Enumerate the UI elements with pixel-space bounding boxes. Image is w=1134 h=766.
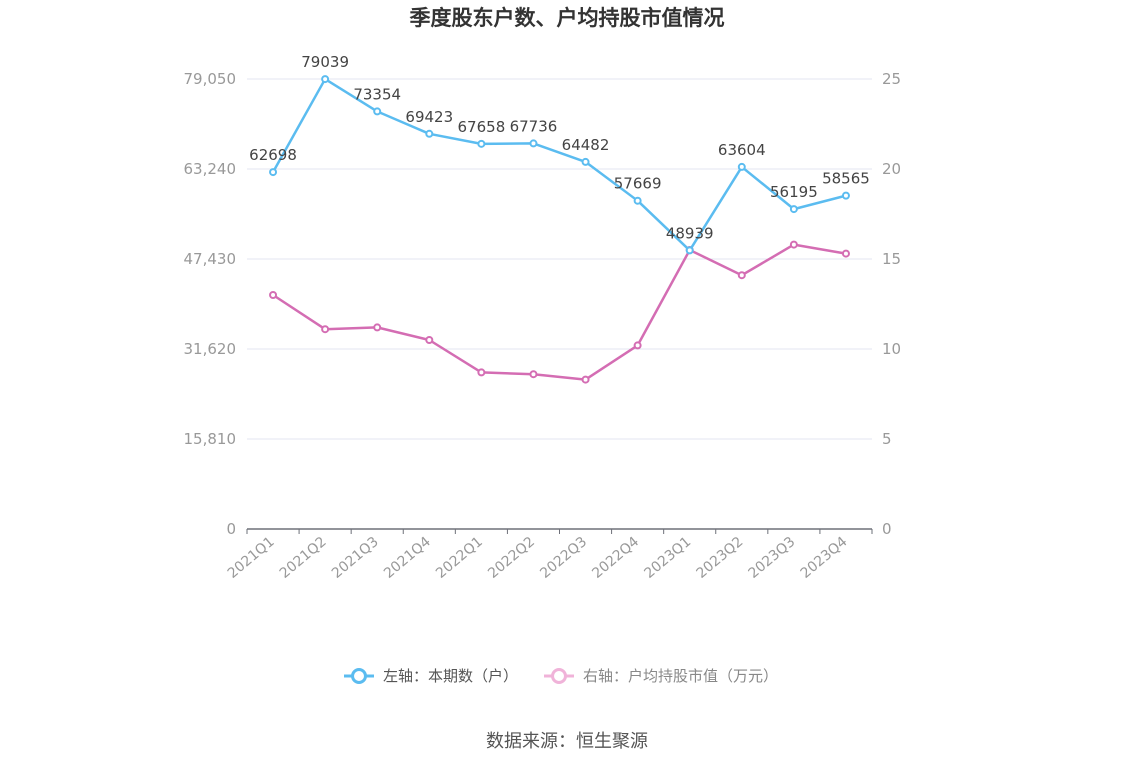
data-label: 56195 xyxy=(770,183,818,201)
left-axis: 0 15,810 31,620 47,430 63,240 79,050 xyxy=(184,70,237,538)
left-tick-label: 31,620 xyxy=(184,340,237,358)
right-tick-label: 10 xyxy=(882,340,901,358)
x-tick-label: 2023Q4 xyxy=(798,534,851,582)
data-point-left[interactable] xyxy=(425,129,434,138)
data-point-right[interactable] xyxy=(477,368,486,377)
x-tick-label: 2021Q3 xyxy=(329,534,382,582)
data-point-left[interactable] xyxy=(737,162,746,171)
data-label: 79039 xyxy=(301,53,349,71)
legend-item-left[interactable]: 左轴：本期数（户） xyxy=(344,667,518,685)
legend-item-right[interactable]: 右轴：户均持股市值（万元） xyxy=(544,667,778,685)
series-line-left xyxy=(271,77,847,252)
left-tick-label: 79,050 xyxy=(184,70,237,88)
data-point-left[interactable] xyxy=(633,196,642,205)
data-point-right[interactable] xyxy=(269,291,278,299)
series-line-right xyxy=(272,243,847,381)
x-tick-label: 2022Q3 xyxy=(537,534,590,582)
x-tick-label: 2023Q2 xyxy=(694,534,747,582)
data-point-right[interactable] xyxy=(373,323,382,332)
x-tick-label: 2021Q1 xyxy=(225,534,278,582)
data-point-right[interactable] xyxy=(425,336,434,344)
data-point-left[interactable] xyxy=(373,107,382,116)
data-point-right[interactable] xyxy=(789,240,798,249)
left-tick-label: 15,810 xyxy=(184,430,237,448)
x-tick-label: 2021Q2 xyxy=(277,534,330,582)
grid xyxy=(247,78,872,440)
data-point-right[interactable] xyxy=(581,375,590,384)
data-label: 67658 xyxy=(458,118,506,136)
x-tick-label: 2022Q4 xyxy=(589,534,642,582)
left-tick-label: 47,430 xyxy=(184,250,237,268)
data-point-right[interactable] xyxy=(321,325,330,334)
x-tick-label: 2022Q2 xyxy=(485,534,538,582)
data-point-left[interactable] xyxy=(321,75,330,84)
right-tick-label: 15 xyxy=(882,250,901,268)
left-tick-label: 0 xyxy=(226,520,236,538)
data-label: 63604 xyxy=(718,141,766,159)
data-point-left[interactable] xyxy=(477,139,486,148)
right-tick-label: 5 xyxy=(882,430,892,448)
data-label: 73354 xyxy=(353,85,401,103)
data-point-right[interactable] xyxy=(841,249,850,258)
x-tick-label: 2021Q4 xyxy=(381,534,434,582)
data-label: 69423 xyxy=(405,108,453,126)
data-label: 62698 xyxy=(249,146,297,164)
x-tick-label: 2022Q1 xyxy=(433,534,486,582)
chart-title: 季度股东户数、户均持股市值情况 xyxy=(410,6,725,30)
data-point-right[interactable] xyxy=(633,341,642,350)
legend-label-left: 左轴：本期数（户） xyxy=(383,667,518,685)
x-axis: 2021Q1 2021Q2 2021Q3 2021Q4 2022Q1 2022Q2 2022… xyxy=(225,528,873,582)
legend-label-right: 右轴：户均持股市值（万元） xyxy=(583,667,778,685)
data-label: 58565 xyxy=(822,170,870,188)
data-point-left[interactable] xyxy=(685,246,694,255)
data-label: 67736 xyxy=(510,117,558,135)
data-point-left[interactable] xyxy=(529,139,538,148)
right-tick-label: 25 xyxy=(882,70,901,88)
x-tick-label: 2023Q3 xyxy=(746,534,799,582)
legend: 左轴：本期数（户） 右轴：户均持股市值（万元） xyxy=(344,667,778,685)
source-note: 数据来源：恒生聚源 xyxy=(486,731,648,752)
right-tick-label: 0 xyxy=(882,520,892,538)
data-point-right[interactable] xyxy=(737,271,746,280)
data-point-left[interactable] xyxy=(841,191,850,200)
data-point-left[interactable] xyxy=(789,205,798,214)
right-tick-label: 20 xyxy=(882,160,901,178)
data-label: 57669 xyxy=(614,175,662,193)
x-tick-label: 2023Q1 xyxy=(641,534,694,582)
left-tick-label: 63,240 xyxy=(184,160,237,178)
data-label: 64482 xyxy=(562,136,610,154)
data-point-right[interactable] xyxy=(529,370,538,379)
data-label: 48939 xyxy=(666,224,714,242)
right-axis: 0 5 10 15 20 25 xyxy=(882,70,901,538)
data-point-left[interactable] xyxy=(269,168,278,177)
data-point-left[interactable] xyxy=(581,157,590,166)
